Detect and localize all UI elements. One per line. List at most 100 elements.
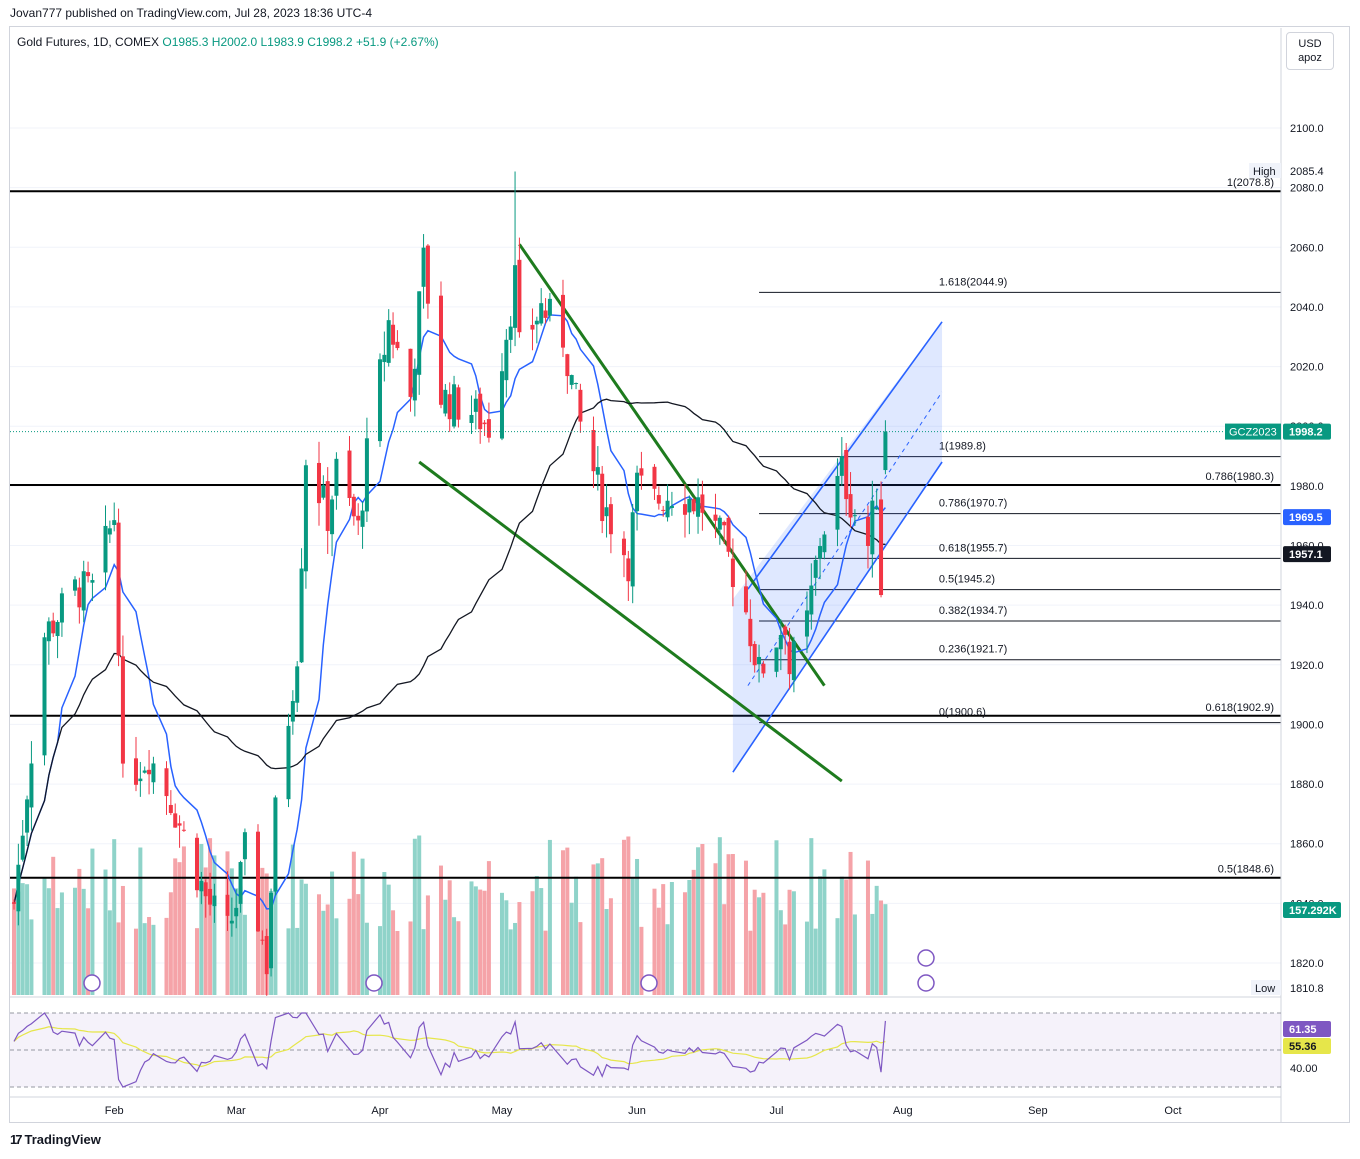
price-tick-label: 2080.0 bbox=[1290, 183, 1324, 195]
candle-body bbox=[199, 880, 204, 892]
candle-body bbox=[635, 472, 640, 512]
volume-bar bbox=[547, 839, 552, 995]
candle-body bbox=[547, 298, 552, 316]
candle-body bbox=[835, 475, 840, 530]
candle-body bbox=[595, 467, 600, 475]
volume-bar bbox=[273, 884, 278, 995]
fib-level-label: 1.618(2044.9) bbox=[939, 276, 1008, 288]
volume-bar bbox=[364, 922, 369, 995]
candle-body bbox=[804, 610, 809, 637]
candle-body bbox=[539, 303, 544, 324]
candle-body bbox=[234, 907, 239, 917]
candle-body bbox=[482, 422, 487, 425]
volume-bar bbox=[783, 924, 788, 995]
rsi-tick-label: 40.00 bbox=[1290, 1063, 1318, 1075]
volume-bar bbox=[168, 892, 173, 995]
volume-bar bbox=[299, 879, 304, 995]
candle-body bbox=[757, 656, 762, 665]
high-label-bg bbox=[1249, 163, 1281, 178]
volume-bar bbox=[316, 894, 321, 995]
candle-body bbox=[325, 481, 330, 531]
volume-bar bbox=[696, 847, 701, 995]
candle-body bbox=[839, 456, 844, 476]
time-tick-label: Aug bbox=[893, 1105, 913, 1117]
candle-body bbox=[504, 339, 509, 381]
volume-bar bbox=[569, 902, 574, 995]
candle-body bbox=[743, 586, 748, 613]
candle-body bbox=[147, 769, 152, 775]
publisher-line: Jovan777 published on TradingView.com, J… bbox=[10, 6, 373, 20]
candle-body bbox=[103, 525, 108, 573]
candle-body bbox=[722, 521, 727, 526]
change-value: +51.9 (+2.67%) bbox=[355, 35, 439, 49]
low-value: 1810.8 bbox=[1290, 983, 1324, 995]
candle-body bbox=[818, 546, 823, 559]
volume-bar bbox=[386, 884, 391, 995]
volume-bar bbox=[530, 891, 535, 995]
volume-bar bbox=[482, 890, 487, 995]
volume-bar bbox=[761, 892, 766, 995]
price-tick-label: 1940.0 bbox=[1290, 600, 1324, 612]
volume-bar bbox=[181, 846, 186, 995]
volume-bar bbox=[112, 839, 117, 995]
volume-bar bbox=[752, 889, 757, 995]
candle-body bbox=[600, 473, 605, 522]
volume-bar bbox=[303, 883, 308, 995]
volume-bar bbox=[443, 899, 448, 995]
ma-slow-badge-bg bbox=[1283, 546, 1331, 563]
candle-body bbox=[517, 259, 522, 333]
grid bbox=[10, 127, 1281, 964]
candle-body bbox=[669, 505, 674, 508]
volume-bar bbox=[574, 876, 579, 995]
candle-body bbox=[255, 831, 260, 932]
volume-bar bbox=[713, 863, 718, 995]
candle-body bbox=[51, 620, 56, 634]
volume-bar bbox=[534, 876, 539, 995]
rsi-badge: 61.35 bbox=[1289, 1024, 1317, 1036]
volume-bar bbox=[757, 897, 762, 995]
candle-body bbox=[391, 324, 396, 345]
candle-body bbox=[42, 637, 47, 756]
time-tick-label: Jul bbox=[769, 1105, 783, 1117]
candle-body bbox=[212, 895, 217, 907]
candle-body bbox=[478, 393, 483, 430]
volume-bar bbox=[748, 930, 753, 995]
rsi-ma-badge-bg bbox=[1283, 1038, 1331, 1054]
volume-bar bbox=[107, 910, 112, 995]
volume-bar bbox=[12, 888, 16, 995]
price-tick-label: 1820.0 bbox=[1290, 958, 1324, 970]
volume-bar bbox=[813, 928, 818, 995]
candle-body bbox=[356, 515, 361, 521]
currency-selector[interactable]: USD apoz bbox=[1286, 32, 1334, 70]
volume-bar bbox=[473, 886, 478, 995]
candle-body bbox=[591, 430, 596, 472]
volume-bar bbox=[656, 907, 661, 995]
volume-bar bbox=[16, 891, 21, 995]
symbol-legend: Gold Futures, 1D, COMEX O1985.3 H2002.0 … bbox=[17, 35, 439, 49]
symbol-name: Gold Futures, 1D, COMEX bbox=[17, 35, 160, 49]
volume-bar bbox=[133, 928, 138, 995]
volume-bar bbox=[77, 868, 82, 995]
fib-level-label: 0.618(1955.7) bbox=[939, 542, 1008, 554]
candle-body bbox=[783, 626, 788, 635]
rsi-ma-badge: 55.36 bbox=[1289, 1041, 1317, 1053]
volume-bar bbox=[25, 884, 30, 995]
volume-bar bbox=[321, 910, 326, 995]
candle-body bbox=[621, 538, 626, 556]
volume-bar bbox=[822, 869, 827, 995]
volume-bar bbox=[116, 922, 121, 995]
channel-fill bbox=[732, 321, 943, 773]
candle-body bbox=[717, 517, 722, 530]
volume-bar bbox=[395, 930, 400, 995]
candle-body bbox=[691, 499, 696, 512]
time-tick-label: May bbox=[492, 1105, 513, 1117]
volume-bar bbox=[203, 867, 208, 995]
price-tick-label: 2020.0 bbox=[1290, 362, 1324, 374]
footer-brand: 17 TradingView bbox=[10, 1132, 101, 1147]
volume-bar bbox=[199, 844, 204, 995]
candle-body bbox=[530, 324, 535, 330]
candle-body bbox=[713, 514, 718, 521]
volume-bar bbox=[234, 888, 239, 995]
volume-bar bbox=[717, 837, 722, 995]
